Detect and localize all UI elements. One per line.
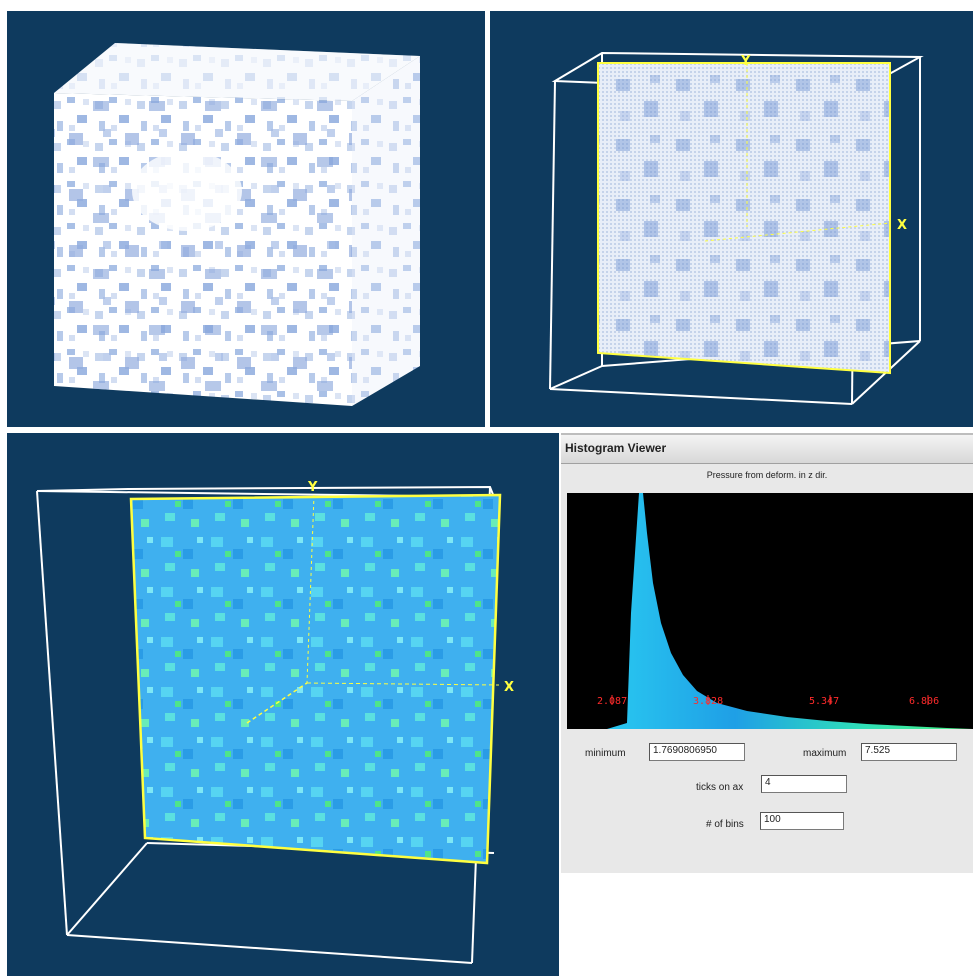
volume-render-view[interactable] bbox=[7, 11, 485, 427]
histogram-distribution bbox=[607, 493, 973, 729]
axis-y-label: Y bbox=[740, 54, 751, 69]
tick-label: 3.828 bbox=[693, 696, 723, 707]
tick-label: 5.347 bbox=[809, 696, 839, 707]
minimum-label: minimum bbox=[585, 748, 626, 759]
slice-render: Y X bbox=[549, 51, 924, 405]
minimum-field[interactable]: 1.7690806950 bbox=[649, 743, 745, 761]
slice-view-colored[interactable]: Y X bbox=[7, 433, 559, 976]
axis-y-label: Y bbox=[307, 480, 318, 495]
histogram-plot: 2.087 3.828 5.347 6.806 bbox=[567, 493, 973, 729]
ticks-field[interactable]: 4 bbox=[761, 775, 847, 793]
bins-label: # of bins bbox=[706, 819, 744, 830]
tick-label: 2.087 bbox=[597, 696, 627, 707]
tick-marks bbox=[611, 695, 929, 705]
histogram-caption: Pressure from deform. in z dir. bbox=[706, 470, 828, 480]
ticks-label: ticks on ax bbox=[696, 782, 744, 793]
tick-label: 6.806 bbox=[909, 696, 939, 707]
colored-slice-render: Y X bbox=[36, 480, 514, 964]
maximum-label: maximum bbox=[803, 748, 847, 759]
axis-x-label: X bbox=[504, 680, 514, 695]
histogram-canvas: 2.087 3.828 5.347 6.806 bbox=[597, 493, 973, 729]
slice-view-blue[interactable]: Y X bbox=[490, 11, 973, 427]
bins-field[interactable]: 100 bbox=[760, 812, 844, 830]
window-titlebar[interactable]: Histogram Viewer bbox=[561, 433, 973, 464]
axis-x-label: X bbox=[897, 218, 907, 233]
maximum-field[interactable]: 7.525 bbox=[861, 743, 957, 761]
cube-render bbox=[54, 43, 420, 406]
window-title: Histogram Viewer bbox=[565, 441, 667, 455]
histogram-viewer-window: Histogram Viewer Pressure from deform. i… bbox=[561, 433, 973, 873]
